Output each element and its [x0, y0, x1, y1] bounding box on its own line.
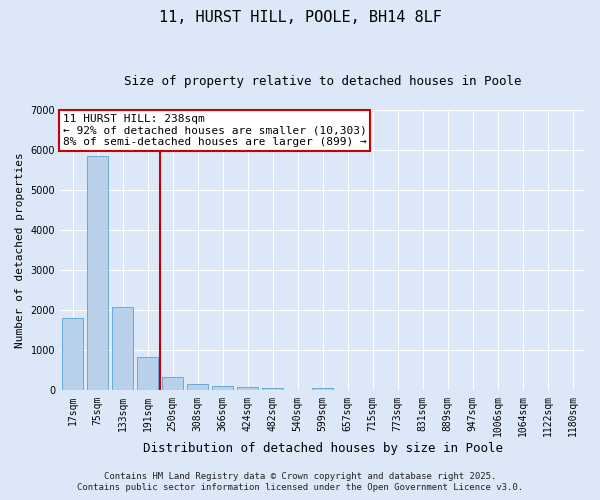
- Bar: [237, 388, 258, 390]
- X-axis label: Distribution of detached houses by size in Poole: Distribution of detached houses by size …: [143, 442, 503, 455]
- Y-axis label: Number of detached properties: Number of detached properties: [15, 152, 25, 348]
- Bar: [212, 386, 233, 390]
- Text: Contains HM Land Registry data © Crown copyright and database right 2025.
Contai: Contains HM Land Registry data © Crown c…: [77, 472, 523, 492]
- Bar: [112, 307, 133, 390]
- Bar: [262, 388, 283, 390]
- Bar: [62, 318, 83, 390]
- Bar: [187, 384, 208, 390]
- Text: 11 HURST HILL: 238sqm
← 92% of detached houses are smaller (10,303)
8% of semi-d: 11 HURST HILL: 238sqm ← 92% of detached …: [62, 114, 367, 148]
- Bar: [312, 388, 333, 390]
- Bar: [137, 357, 158, 390]
- Text: 11, HURST HILL, POOLE, BH14 8LF: 11, HURST HILL, POOLE, BH14 8LF: [158, 10, 442, 25]
- Bar: [87, 156, 108, 390]
- Title: Size of property relative to detached houses in Poole: Size of property relative to detached ho…: [124, 75, 521, 88]
- Bar: [162, 377, 183, 390]
